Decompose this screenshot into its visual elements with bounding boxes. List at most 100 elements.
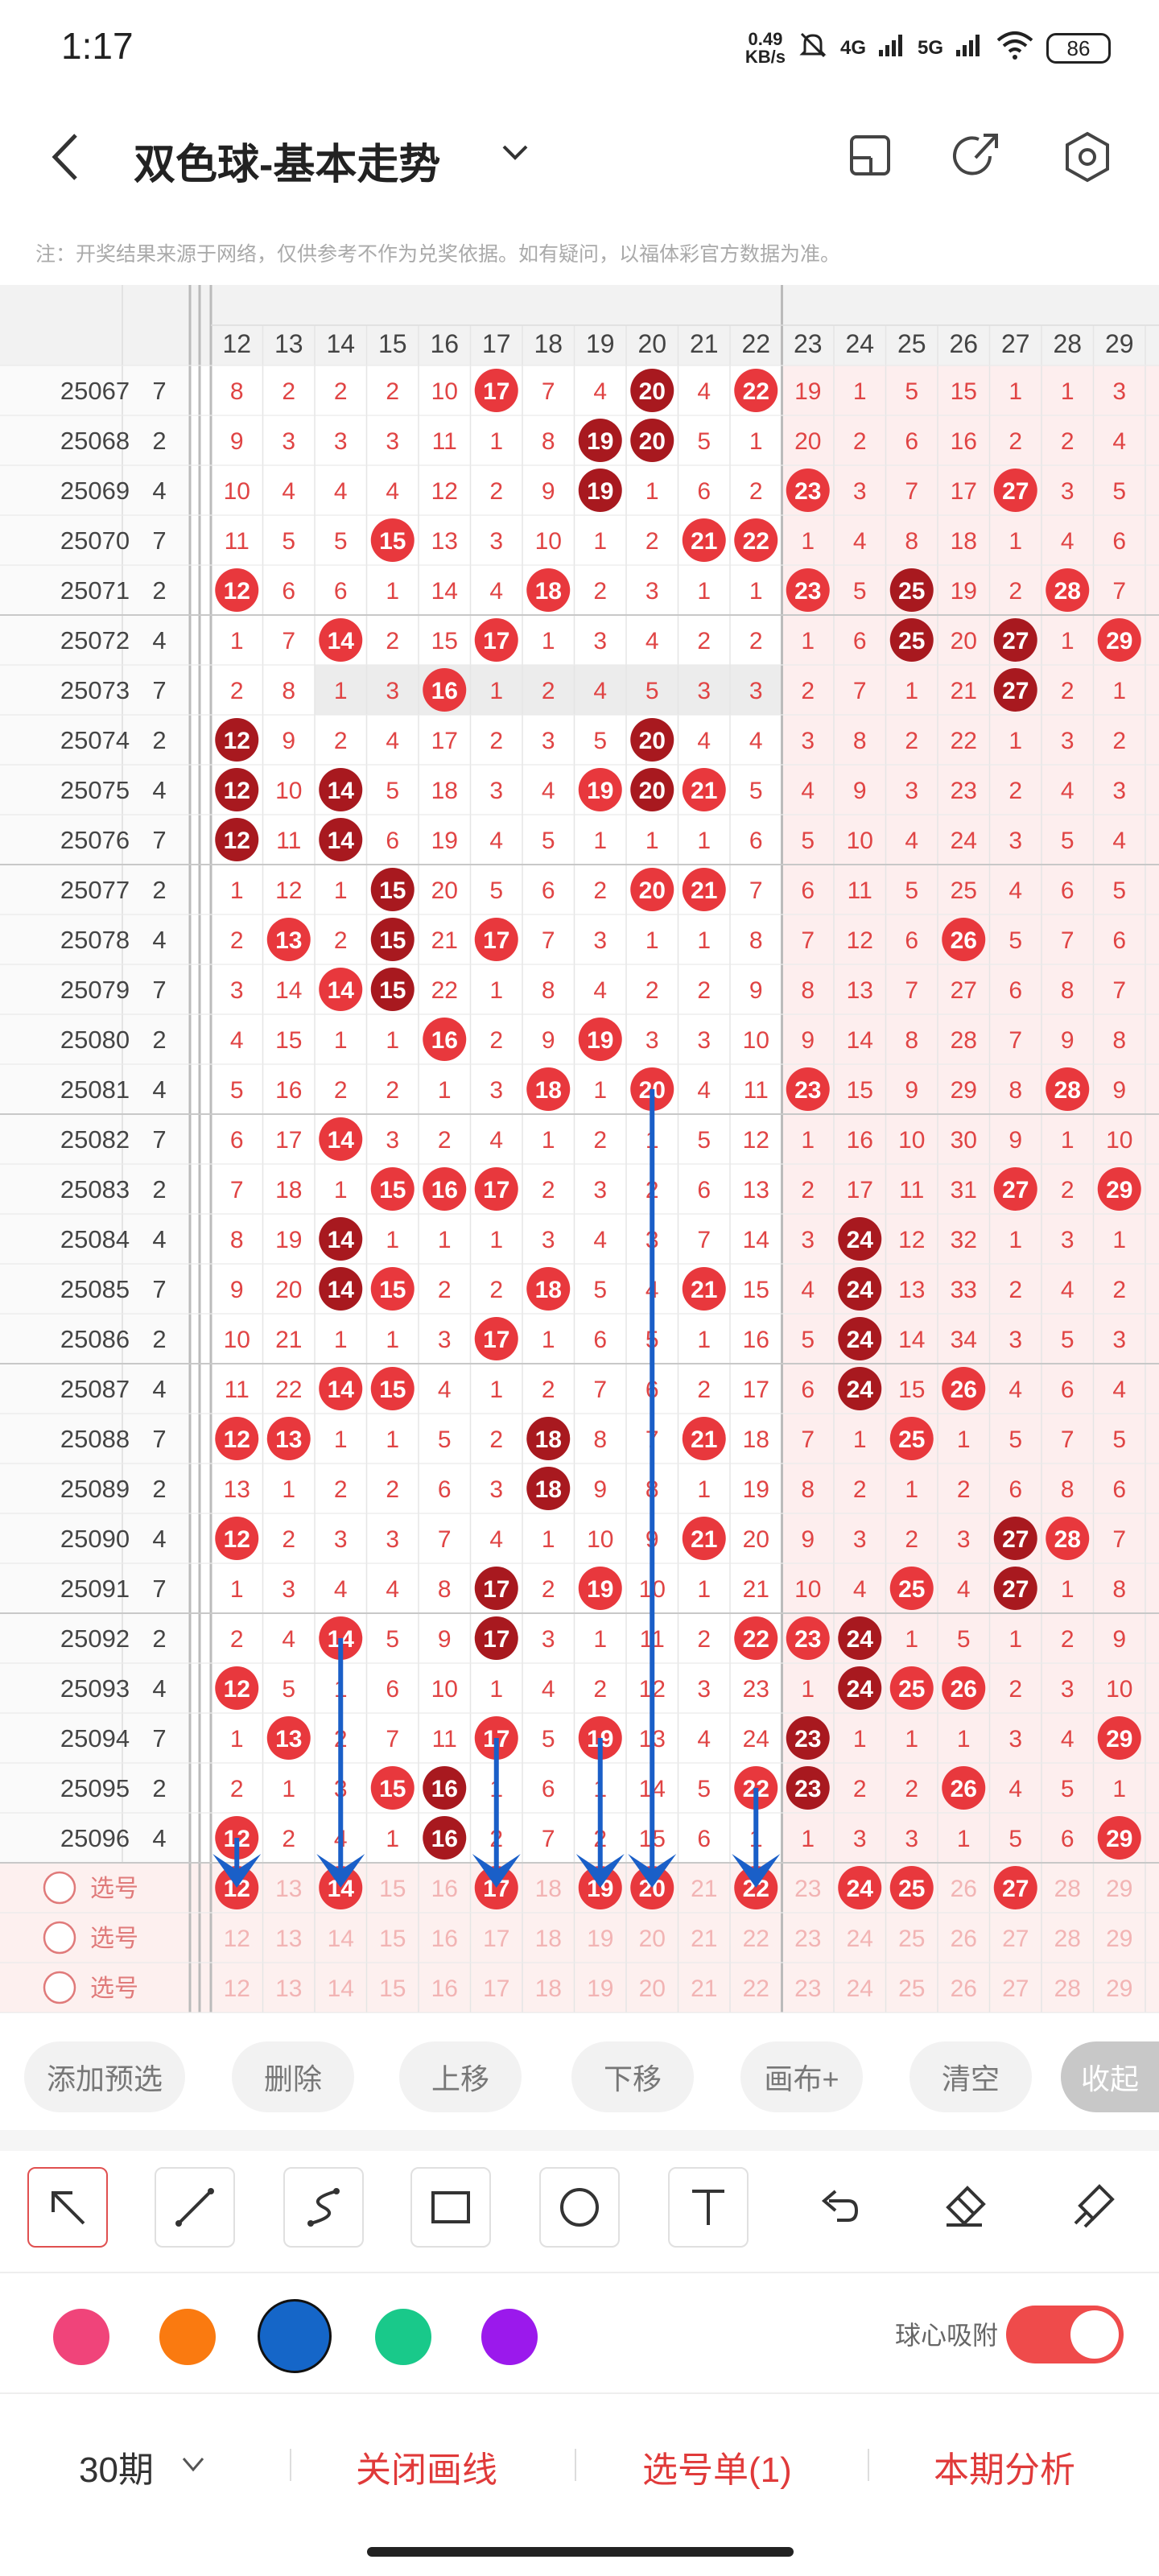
- selected-number[interactable]: 24: [847, 1876, 874, 1902]
- add-preselect-button[interactable]: 添加预选: [24, 2041, 185, 2112]
- close-drawing-button[interactable]: 关闭画线: [356, 2450, 497, 2490]
- select-label[interactable]: 选号: [90, 1975, 138, 2002]
- option-number[interactable]: 28: [1054, 1876, 1081, 1902]
- page-title[interactable]: 双色球-基本走势: [134, 142, 441, 188]
- snap-toggle[interactable]: [1006, 2306, 1124, 2363]
- color-pink[interactable]: [53, 2309, 109, 2365]
- option-number[interactable]: 15: [379, 1926, 406, 1952]
- option-number[interactable]: 16: [431, 1975, 458, 2002]
- color-green[interactable]: [375, 2309, 431, 2365]
- curve-icon[interactable]: [283, 2167, 364, 2248]
- option-number[interactable]: 24: [847, 1926, 873, 1952]
- option-number[interactable]: 13: [275, 1926, 302, 1952]
- option-number[interactable]: 13: [275, 1975, 302, 2002]
- option-number[interactable]: 26: [951, 1876, 977, 1902]
- option-number[interactable]: 19: [587, 1975, 613, 2002]
- selection-list-button[interactable]: 选号单(1): [642, 2450, 792, 2490]
- chevron-down-icon[interactable]: [179, 2450, 208, 2483]
- delete-button[interactable]: 删除: [232, 2041, 354, 2112]
- selected-number[interactable]: 25: [898, 1876, 925, 1902]
- option-number[interactable]: 26: [951, 1926, 977, 1952]
- option-number[interactable]: 16: [431, 1876, 458, 1902]
- clear-all-icon[interactable]: [1054, 2167, 1132, 2244]
- week-day: 2: [152, 427, 166, 455]
- move-down-button[interactable]: 下移: [571, 2041, 694, 2112]
- option-number[interactable]: 15: [379, 1975, 406, 2002]
- clear-button[interactable]: 清空: [909, 2041, 1032, 2112]
- select-label[interactable]: 选号: [90, 1926, 138, 1952]
- option-number[interactable]: 24: [847, 1975, 873, 2002]
- select-radio[interactable]: [43, 1871, 76, 1905]
- miss-count: 9: [230, 1277, 244, 1303]
- select-radio[interactable]: [43, 1971, 76, 2004]
- option-number[interactable]: 25: [898, 1926, 925, 1952]
- hit-number: 14: [328, 778, 355, 804]
- option-number[interactable]: 27: [1002, 1926, 1029, 1952]
- option-number[interactable]: 29: [1106, 1926, 1132, 1952]
- option-number[interactable]: 25: [898, 1975, 925, 2002]
- collapse-button[interactable]: 收起: [1061, 2041, 1159, 2112]
- option-number[interactable]: 23: [794, 1926, 821, 1952]
- color-blue[interactable]: [258, 2299, 332, 2373]
- circle-icon[interactable]: [539, 2167, 620, 2248]
- color-purple[interactable]: [481, 2309, 538, 2365]
- option-number[interactable]: 26: [951, 1975, 977, 2002]
- option-number[interactable]: 21: [691, 1975, 717, 2002]
- rectangle-icon[interactable]: [410, 2167, 491, 2248]
- option-number[interactable]: 29: [1106, 1876, 1132, 1902]
- hit-ball: [1097, 1716, 1141, 1760]
- col-header: 25: [897, 329, 926, 358]
- option-number[interactable]: 23: [794, 1975, 821, 2002]
- option-number[interactable]: 14: [328, 1926, 354, 1952]
- option-number[interactable]: 12: [224, 1926, 250, 1952]
- option-number[interactable]: 15: [379, 1876, 406, 1902]
- current-analysis-button[interactable]: 本期分析: [934, 2450, 1075, 2490]
- option-number[interactable]: 28: [1054, 1975, 1081, 2002]
- text-icon[interactable]: [668, 2167, 749, 2248]
- canvas-plus-button[interactable]: 画布+: [740, 2041, 863, 2112]
- select-label[interactable]: 选号: [90, 1876, 138, 1902]
- option-number[interactable]: 12: [224, 1975, 250, 2002]
- share-icon[interactable]: [950, 129, 1006, 185]
- option-number[interactable]: 19: [587, 1926, 613, 1952]
- selected-ball[interactable]: [889, 1866, 934, 1909]
- selected-ball[interactable]: [838, 1866, 882, 1909]
- miss-count: 18: [743, 1426, 769, 1453]
- option-number[interactable]: 16: [431, 1926, 458, 1952]
- option-number[interactable]: 21: [691, 1876, 717, 1902]
- hit-number: 13: [275, 927, 302, 954]
- option-number[interactable]: 18: [535, 1926, 562, 1952]
- option-number[interactable]: 18: [535, 1975, 562, 2002]
- option-number[interactable]: 28: [1054, 1926, 1081, 1952]
- option-number[interactable]: 18: [535, 1876, 562, 1902]
- chevron-down-icon[interactable]: [499, 137, 531, 177]
- option-number[interactable]: 20: [639, 1975, 666, 2002]
- selected-number[interactable]: 27: [1002, 1876, 1029, 1902]
- option-number[interactable]: 17: [483, 1975, 509, 2002]
- selected-ball[interactable]: [993, 1866, 1037, 1909]
- miss-count: 7: [1112, 977, 1126, 1004]
- option-number[interactable]: 14: [328, 1975, 354, 2002]
- hit-ball: [993, 1167, 1037, 1211]
- option-number[interactable]: 27: [1002, 1975, 1029, 2002]
- option-number[interactable]: 20: [639, 1926, 666, 1952]
- undo-icon[interactable]: [798, 2167, 876, 2244]
- option-number[interactable]: 13: [275, 1876, 302, 1902]
- settings-icon[interactable]: [1059, 129, 1116, 185]
- line-icon[interactable]: [155, 2167, 235, 2248]
- select-radio[interactable]: [43, 1921, 76, 1955]
- back-icon[interactable]: [45, 129, 93, 185]
- period-select[interactable]: 30期: [79, 2450, 154, 2490]
- option-number[interactable]: 22: [743, 1975, 769, 2002]
- option-number[interactable]: 23: [794, 1876, 821, 1902]
- option-number[interactable]: 17: [483, 1926, 509, 1952]
- screen-switch-icon[interactable]: [843, 129, 900, 185]
- eraser-icon[interactable]: [926, 2167, 1003, 2244]
- hit-ball: [942, 1367, 986, 1410]
- option-number[interactable]: 22: [743, 1926, 769, 1952]
- color-orange[interactable]: [159, 2309, 216, 2365]
- select-arrow-icon[interactable]: [27, 2167, 108, 2248]
- option-number[interactable]: 21: [691, 1926, 717, 1952]
- move-up-button[interactable]: 上移: [399, 2041, 522, 2112]
- option-number[interactable]: 29: [1106, 1975, 1132, 2002]
